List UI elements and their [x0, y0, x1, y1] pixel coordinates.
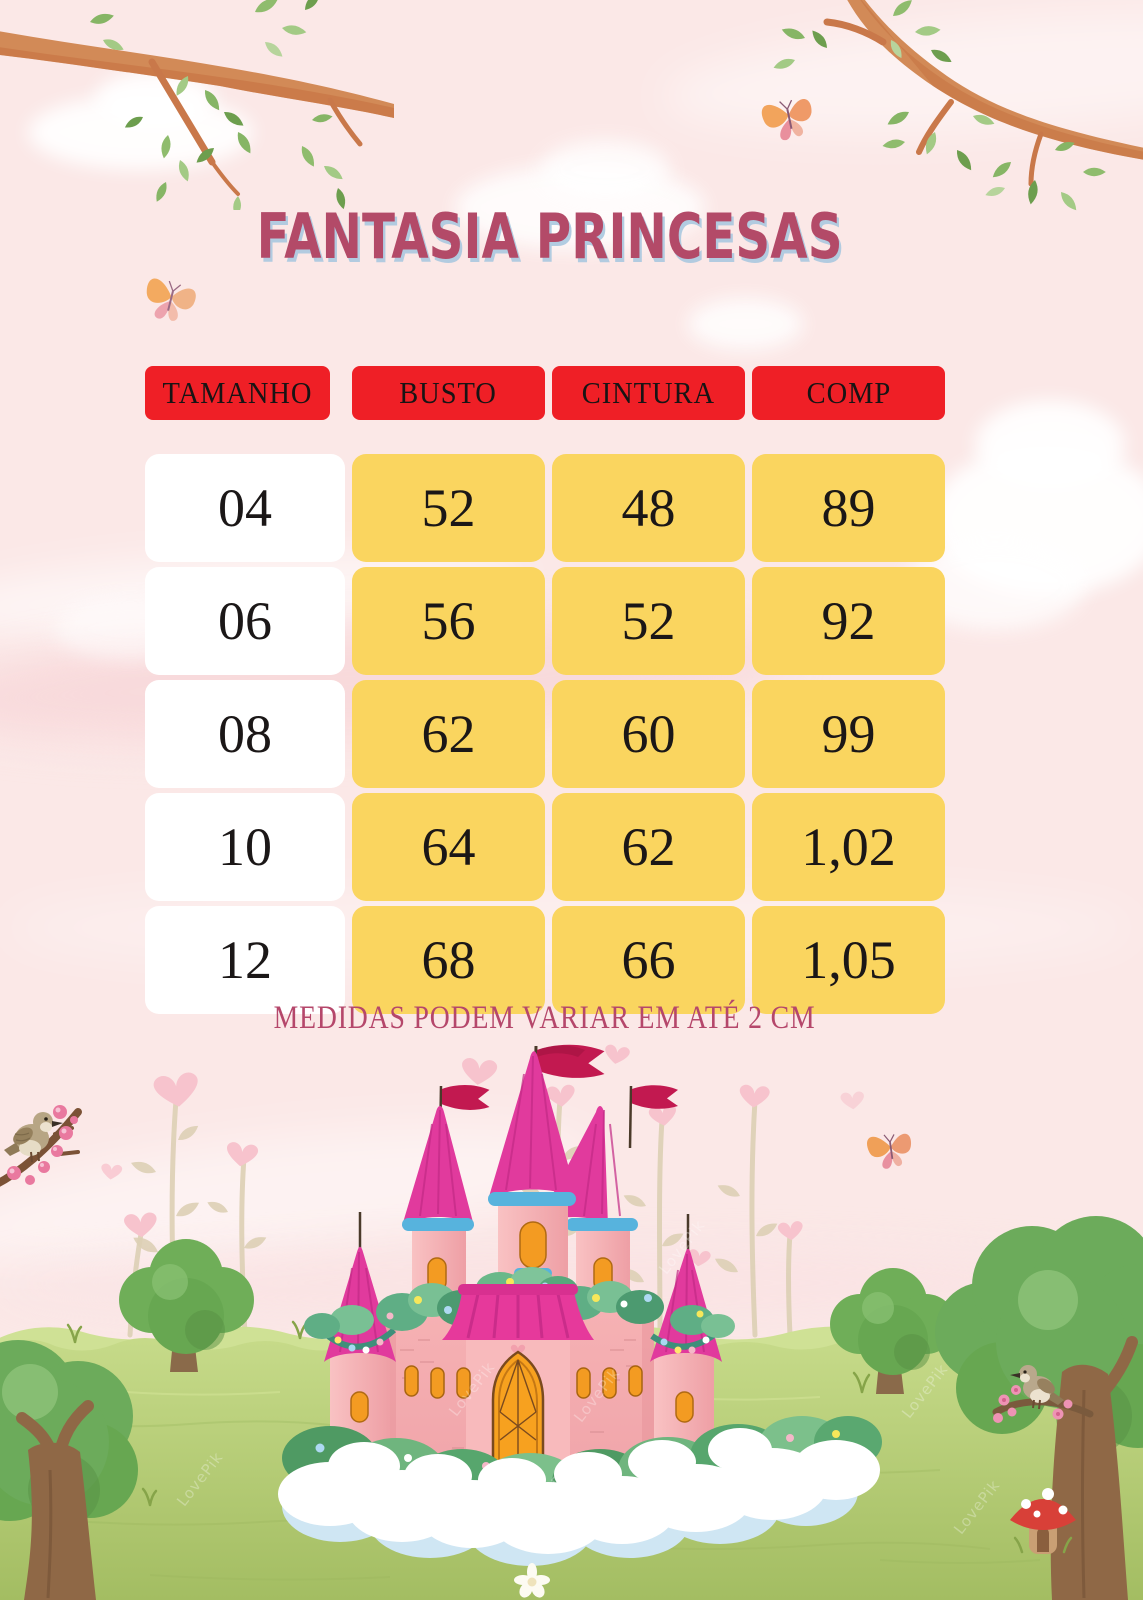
small-tree [119, 1239, 254, 1372]
bird [1010, 1365, 1064, 1410]
butterfly-icon [761, 99, 812, 141]
column-header-tamanho: TAMANHO [145, 366, 330, 420]
comp-cell: 1,02 [752, 793, 945, 901]
mushroom-house [1010, 1488, 1076, 1554]
comp-cell: 1,05 [752, 906, 945, 1014]
princess-castle [278, 1044, 882, 1566]
cloud-icon [688, 298, 803, 350]
size-cell: 10 [145, 793, 345, 901]
blossom-flowers [7, 1105, 78, 1185]
cloud-icon [975, 400, 1125, 490]
bird [4, 1112, 63, 1163]
size-cell: 08 [145, 680, 345, 788]
branch-with-leaves-icon [0, 0, 394, 210]
comp-cell: 99 [752, 680, 945, 788]
castle-base-clouds [278, 1428, 880, 1566]
castle-scene-illustration [0, 1043, 1143, 1600]
size-cell: 04 [145, 454, 345, 562]
page-title: FANTASIA PRINCESAS [257, 200, 843, 273]
bird-on-blossom-branch [992, 1365, 1094, 1423]
busto-cell: 52 [352, 454, 545, 562]
busto-cell: 68 [352, 906, 545, 1014]
comp-cell: 92 [752, 567, 945, 675]
butterfly-icon [146, 278, 196, 321]
cintura-cell: 48 [552, 454, 745, 562]
column-header-comp: COMP [752, 366, 945, 420]
busto-cell: 62 [352, 680, 545, 788]
large-tree [935, 1216, 1143, 1600]
comp-cell: 89 [752, 454, 945, 562]
branch-with-leaves-icon [772, 0, 1143, 214]
column-header-cintura: CINTURA [552, 366, 745, 420]
busto-cell: 64 [352, 793, 545, 901]
cintura-cell: 52 [552, 567, 745, 675]
cintura-cell: 60 [552, 680, 745, 788]
bird-on-blossom-branch [0, 1105, 82, 1187]
castle-windows [404, 1365, 643, 1399]
size-cell: 06 [145, 567, 345, 675]
busto-cell: 56 [352, 567, 545, 675]
butterfly-icon [867, 1133, 911, 1169]
cintura-cell: 66 [552, 906, 745, 1014]
large-tree [0, 1340, 138, 1600]
size-cell: 12 [145, 906, 345, 1014]
measurement-note: MEDIDAS PODEM VARIAR EM ATÉ 2 CM [274, 1000, 816, 1036]
column-header-busto: BUSTO [352, 366, 545, 420]
cloud-icon [540, 140, 670, 200]
cintura-cell: 62 [552, 793, 745, 901]
daisy-flower [514, 1563, 550, 1598]
